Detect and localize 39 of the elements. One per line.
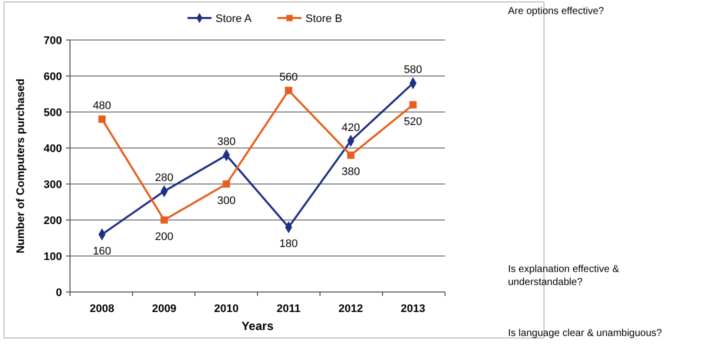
- data-label: 200: [155, 231, 174, 243]
- y-tick-label: 100: [44, 250, 62, 263]
- text: Is language clear & unambiguous?: [508, 328, 662, 339]
- legend-label: Store B: [306, 12, 342, 25]
- y-tick-label: 0: [56, 286, 62, 299]
- data-label: 280: [155, 172, 174, 184]
- y-tick-label: 300: [44, 178, 62, 191]
- data-label: 560: [279, 71, 298, 84]
- point: [409, 101, 417, 108]
- point: [98, 116, 106, 123]
- y-tick-label: 400: [44, 142, 62, 155]
- x-tick-label: 2009: [152, 303, 176, 315]
- text: Are options effective?: [508, 6, 604, 17]
- x-tick-label: 2010: [214, 303, 239, 315]
- x-tick-label: 2008: [90, 303, 114, 315]
- data-label: 380: [342, 166, 360, 178]
- point: [222, 180, 230, 188]
- y-tick-label: 600: [44, 70, 62, 83]
- x-tick-label: 2012: [338, 303, 364, 315]
- y-tick-label: 700: [44, 34, 62, 47]
- point: [347, 152, 354, 159]
- data-label: 480: [92, 100, 112, 112]
- x-tick-label: 2011: [276, 303, 301, 315]
- legend-label: Store A: [216, 12, 252, 25]
- y-axis-title: Number of Computers purchased: [15, 78, 27, 254]
- data-label: 520: [404, 116, 422, 128]
- y-tick-label: 200: [44, 214, 62, 227]
- x-axis-title: Years: [241, 319, 274, 333]
- x-tick-label: 2013: [400, 303, 426, 315]
- data-label: 380: [217, 136, 236, 148]
- text: Is explanation effective & understandable?: [508, 264, 620, 288]
- y-tick-label: 500: [44, 106, 62, 119]
- point: [160, 216, 168, 224]
- data-label: 300: [217, 195, 236, 207]
- data-label: 580: [404, 64, 422, 76]
- data-label: 420: [342, 122, 360, 134]
- data-label: 160: [92, 245, 112, 258]
- data-label: 180: [279, 238, 298, 250]
- point: [284, 86, 292, 94]
